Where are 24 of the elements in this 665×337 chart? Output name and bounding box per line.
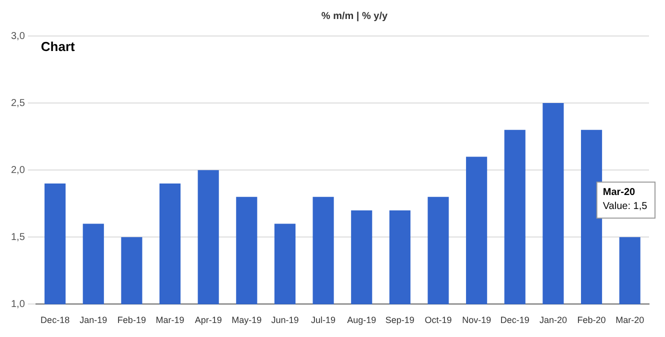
annotation: Mar-20 Value: 1,5 [602,186,648,212]
chart-subtitle: % m/m | % y/y [321,10,388,22]
x-tick-label: Mar-20 [616,315,644,326]
x-tick-label: Feb-20 [577,315,606,326]
x-tick-label: Aug-19 [347,315,376,326]
y-tick-label: 2,0 [10,164,26,176]
x-tick-label: Dec-18 [40,315,70,326]
y-tick-label: 1,5 [10,232,26,243]
x-tick-label: Jan-20 [539,315,567,326]
x-tick-label: Dec-19 [500,315,530,326]
y-tick-label: 1,0 [10,298,26,310]
x-tick-label: Jun-19 [271,315,299,326]
x-tick-label: Nov-19 [462,315,492,326]
chart-title: Chart [40,39,76,54]
x-tick-label: Feb-19 [117,315,146,326]
x-tick-label: Sep-19 [385,315,414,326]
x-tick-label: Oct-19 [424,315,452,326]
x-tick-label: Apr-19 [194,315,222,326]
x-tick-label: Mar-19 [156,315,184,326]
x-tick-label: Jan-19 [80,315,108,326]
y-tick-label: 2,5 [10,98,26,109]
x-tick-label: Jul-19 [311,315,336,326]
y-tick-label: 3,0 [10,30,26,42]
x-tick-label: May-19 [232,315,262,326]
